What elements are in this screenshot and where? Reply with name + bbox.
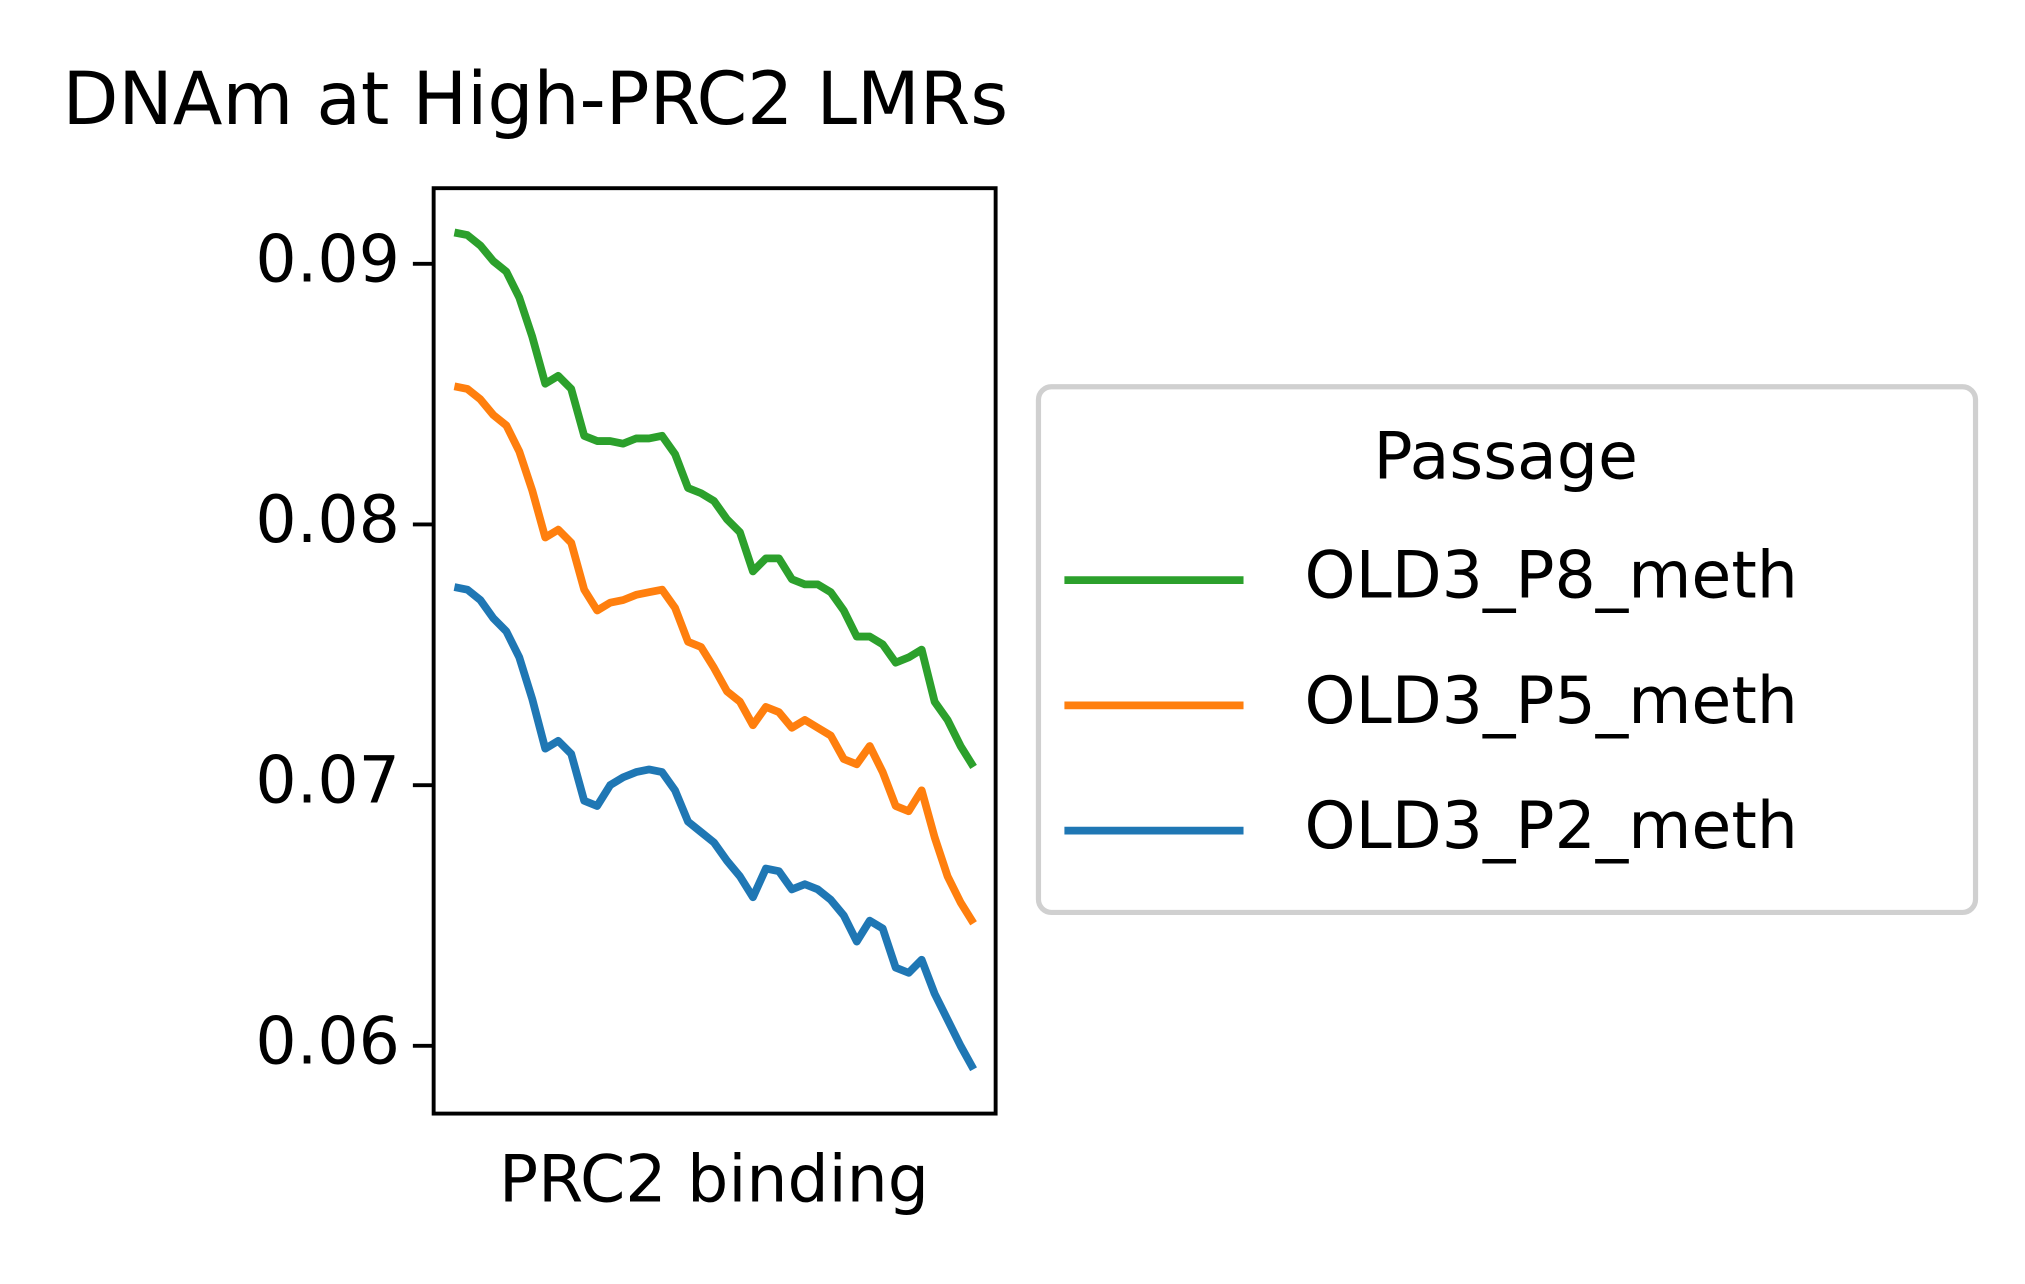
chart-title: DNAm at High-PRC2 LMRs xyxy=(62,58,1008,142)
y-tick-label: 0.06 xyxy=(255,1004,399,1079)
y-tick-label: 0.09 xyxy=(255,222,399,297)
y-tick-label: 0.08 xyxy=(255,483,399,558)
data-line xyxy=(453,382,977,926)
legend-label: OLD3_P8_meth xyxy=(1305,539,1798,614)
legend-label: OLD3_P2_meth xyxy=(1305,789,1798,864)
data-line xyxy=(453,583,977,1072)
legend-box xyxy=(1035,384,1979,916)
legend-title: Passage xyxy=(1373,419,1637,494)
data-line xyxy=(453,228,977,769)
plot-frame xyxy=(431,186,998,1116)
x-axis-label: PRC2 binding xyxy=(499,1142,929,1217)
legend-label: OLD3_P5_meth xyxy=(1305,664,1798,739)
y-tick-label: 0.07 xyxy=(255,744,399,819)
